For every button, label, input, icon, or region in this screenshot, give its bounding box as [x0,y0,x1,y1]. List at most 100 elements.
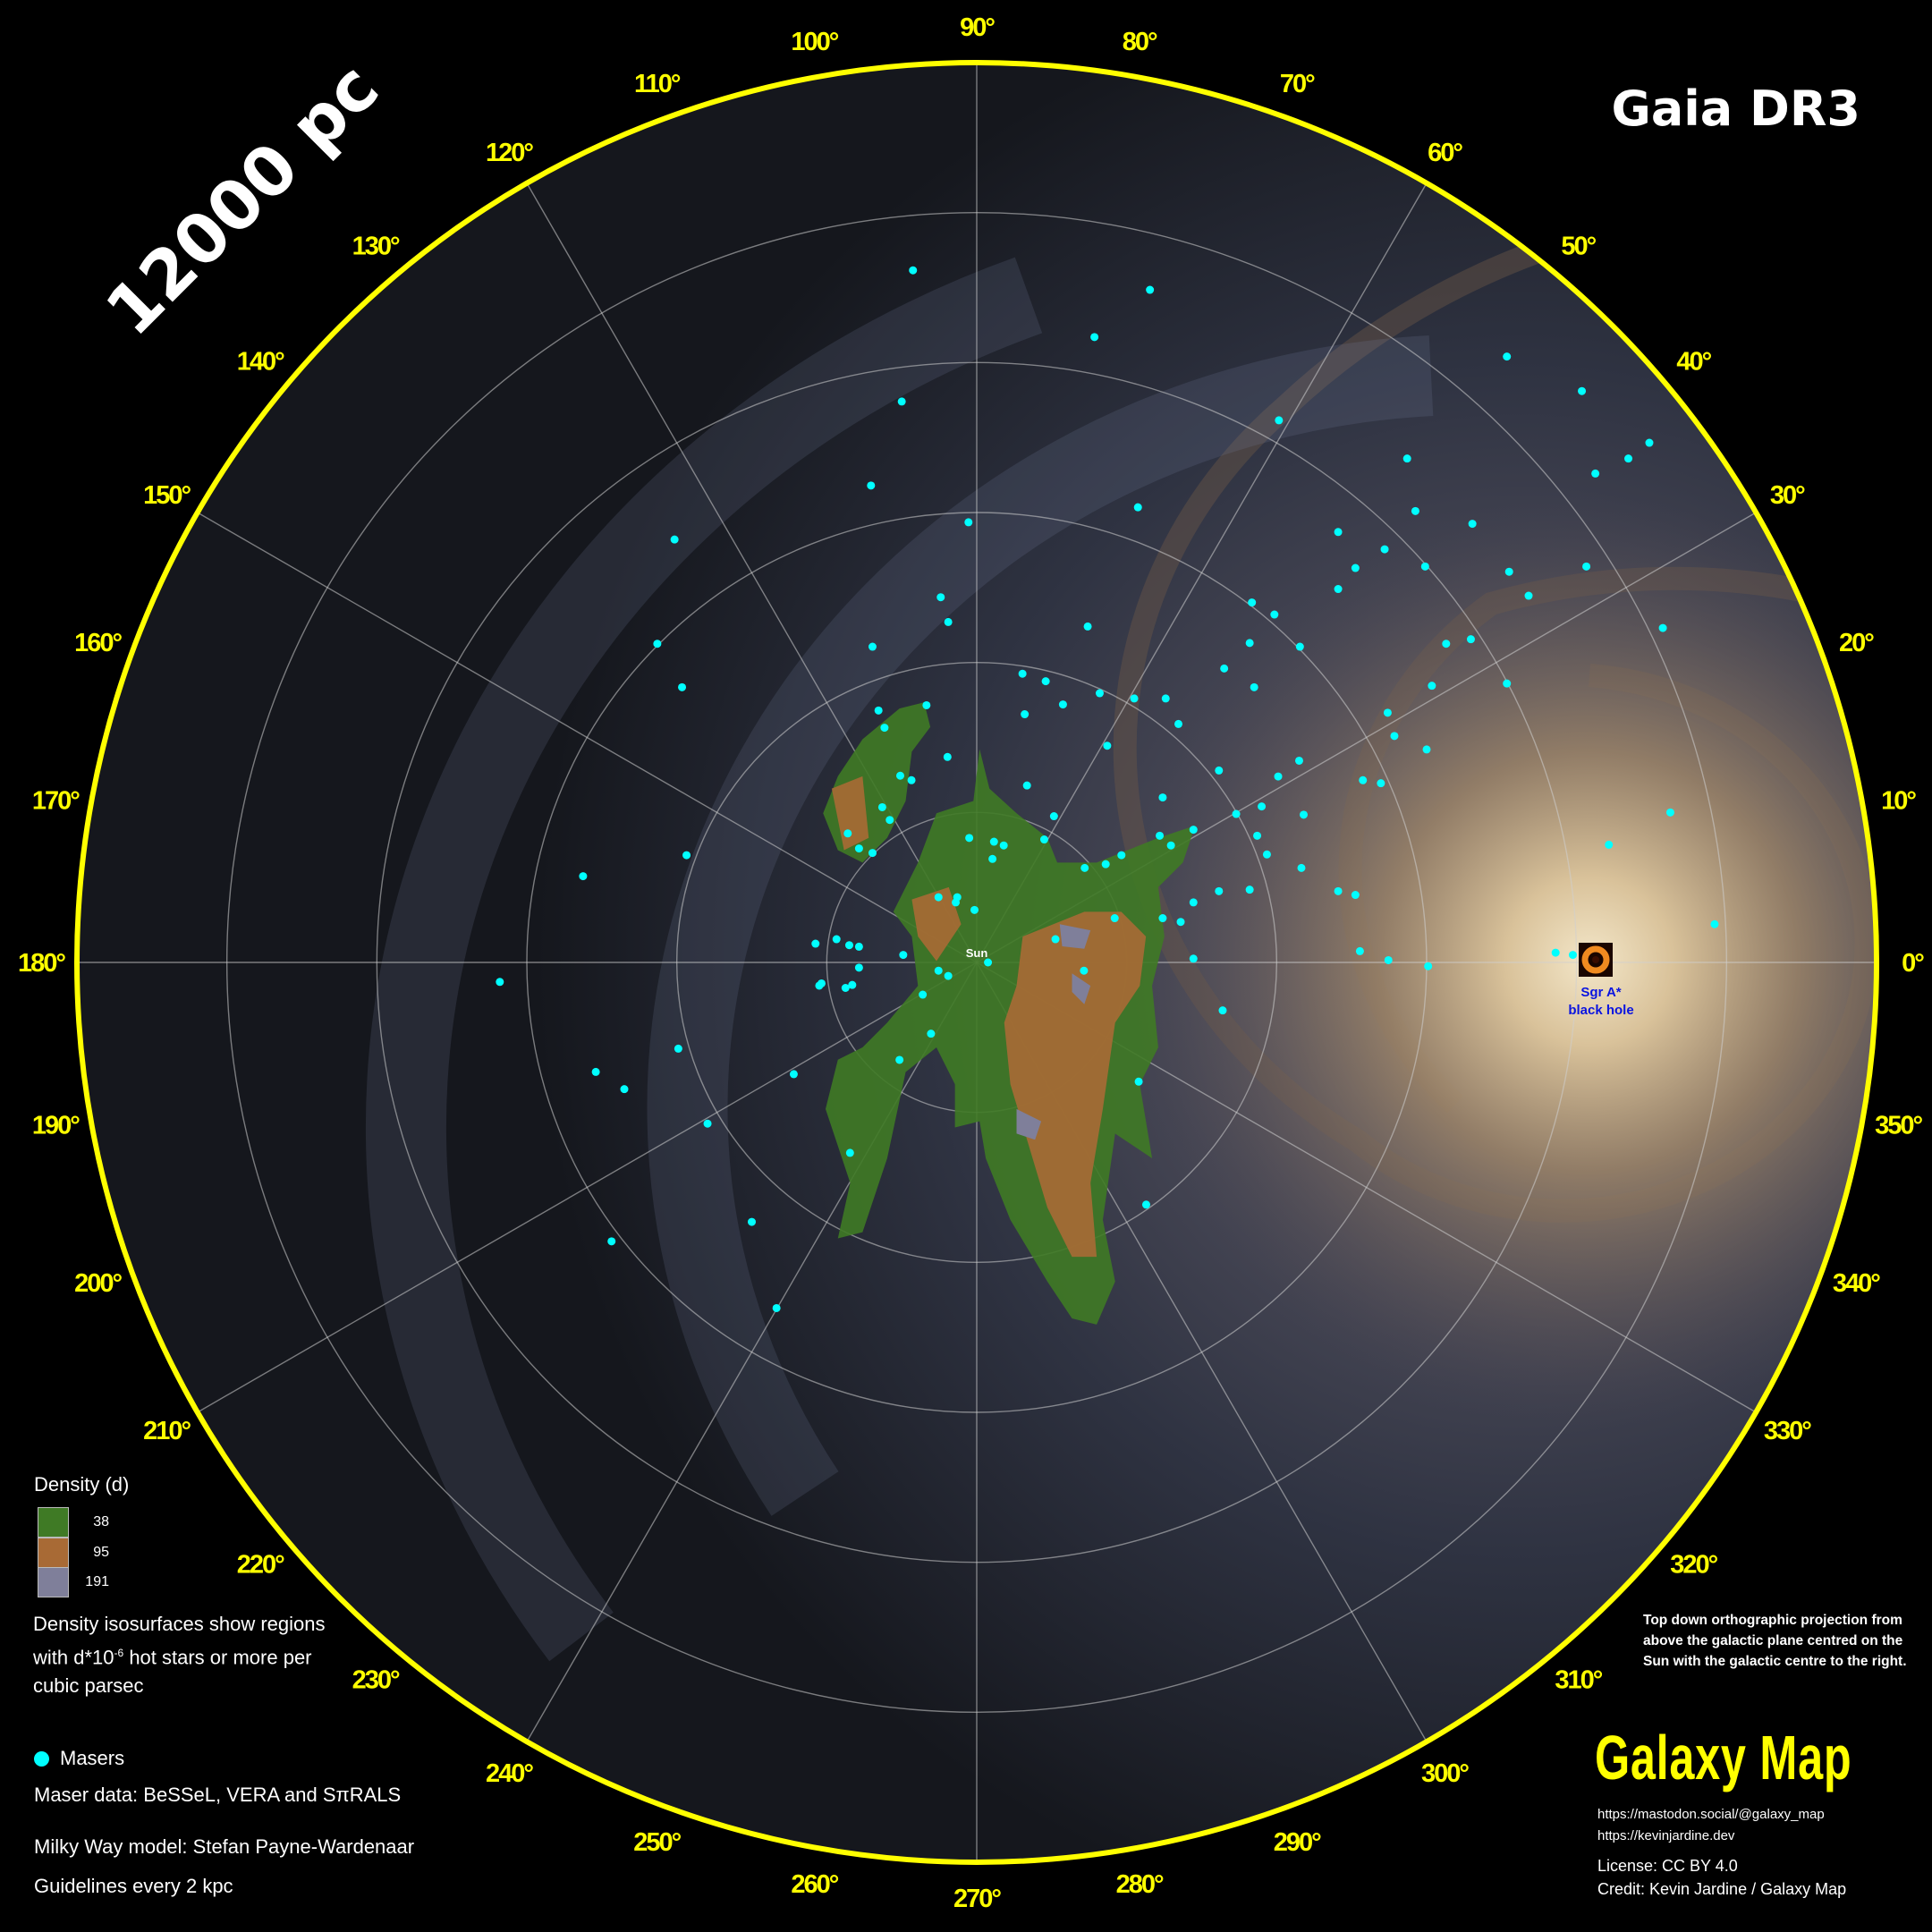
longitude-label: 60° [1428,139,1462,167]
maser-point [1503,352,1512,361]
maser-point [1083,622,1092,631]
maser-point [1294,756,1303,765]
longitude-label: 350° [1875,1112,1922,1140]
density-isosurfaces [823,702,1196,1325]
longitude-label: 50° [1561,233,1596,261]
maser-point [934,893,943,902]
longitude-label: 0° [1902,949,1924,978]
maser-legend-label: Masers [60,1747,125,1769]
maser-point [1658,623,1667,632]
longitude-label: 260° [791,1870,838,1899]
maser-point [1232,809,1241,818]
density-description: Density isosurfaces show regions with d*… [33,1610,355,1700]
sgr-a-image [1579,943,1613,977]
maser-point [1300,810,1309,819]
maser-point [678,682,687,691]
longitude-label: 290° [1274,1828,1321,1857]
maser-point [843,829,852,838]
maser-point [1141,1200,1150,1209]
maser-point [867,481,876,490]
maser-point [984,958,993,967]
longitude-label: 150° [143,481,191,510]
longitude-label: 280° [1116,1870,1164,1899]
website-link[interactable]: https://kevinjardine.dev [1597,1828,1735,1843]
maser-point [854,844,863,853]
maser-point [832,935,841,944]
maser-point [899,951,908,960]
maser-point [789,1070,798,1079]
maser-point [1582,562,1591,571]
maser-point [1503,679,1512,688]
maser-point [1274,772,1283,781]
density-swatch-191 [38,1567,69,1597]
maser-point [965,834,974,843]
maser-point [1189,826,1198,835]
maser-point [653,640,662,648]
maser-point [1568,951,1577,960]
longitude-label: 70° [1280,70,1315,98]
longitude-label: 80° [1123,28,1157,56]
longitude-label: 120° [486,139,533,167]
maser-point [886,816,894,825]
maser-point [1428,682,1436,691]
maser-point [895,771,904,780]
maser-point [748,1217,756,1226]
density-95-region [1004,911,1147,1258]
maser-point [1355,946,1364,955]
longitude-label: 140° [237,348,284,377]
maser-points [496,266,1719,1312]
maser-point [1297,863,1306,872]
maser-point [1041,677,1050,686]
maser-point [1158,914,1167,923]
survey-title: Gaia DR3 [1611,80,1861,137]
maser-point [1383,708,1392,717]
maser-point [1101,860,1110,869]
maser-point [1351,564,1360,572]
maser-point [1018,669,1027,678]
desc-text: Density isosurfaces show regions with d*… [33,1613,326,1669]
maser-point [1134,1077,1143,1086]
maser-point [1578,386,1587,395]
longitude-label: 200° [74,1269,122,1298]
maser-point [897,397,906,406]
credit: Credit: Kevin Jardine / Galaxy Map [1597,1880,1847,1898]
mastodon-link[interactable]: https://mastodon.social/@galaxy_map [1597,1807,1825,1822]
maser-point [936,593,945,602]
maser-point [1466,635,1475,644]
maser-point [811,939,820,948]
maser-point [1605,840,1614,849]
sgr-a-label: Sgr A* black hole [1556,984,1646,1020]
maser-point [1174,719,1183,728]
maser-point [1058,700,1067,709]
maser-point [1103,741,1112,750]
maser-point [1258,802,1267,811]
maser-point [1442,640,1451,648]
maser-point [496,978,504,987]
maser-point [1665,808,1674,817]
maser-point [1133,503,1142,512]
maser-point [854,963,863,972]
maser-point [1080,863,1089,872]
longitude-labels: 0° 10° 20° 30° 40° 50° 60° 70° 80° 90° 100° 110° 120… [18,13,1926,1913]
maser-point [907,775,916,784]
maser-point [1022,781,1031,790]
maser-point [1402,454,1411,463]
maser-point [944,617,953,626]
longitude-spoke [197,512,978,963]
density-95-region [831,775,869,851]
density-legend-title: Density (d) [34,1473,130,1496]
galaxy-map-logo: Galaxy Map [1595,1723,1852,1792]
maser-point [1384,955,1393,964]
maser-point [607,1237,616,1246]
maser-point [944,971,953,980]
maser-point [682,851,691,860]
maser-point [1215,886,1224,895]
maser-point [772,1303,781,1312]
longitude-label: 160° [74,629,122,657]
model-credit: Milky Way model: Stefan Payne-Wardenaar [34,1835,415,1858]
maser-point [591,1067,600,1076]
maser-point [1710,919,1719,928]
density-label: 38 [93,1514,109,1530]
sgr-a-type: black hole [1568,1003,1634,1018]
